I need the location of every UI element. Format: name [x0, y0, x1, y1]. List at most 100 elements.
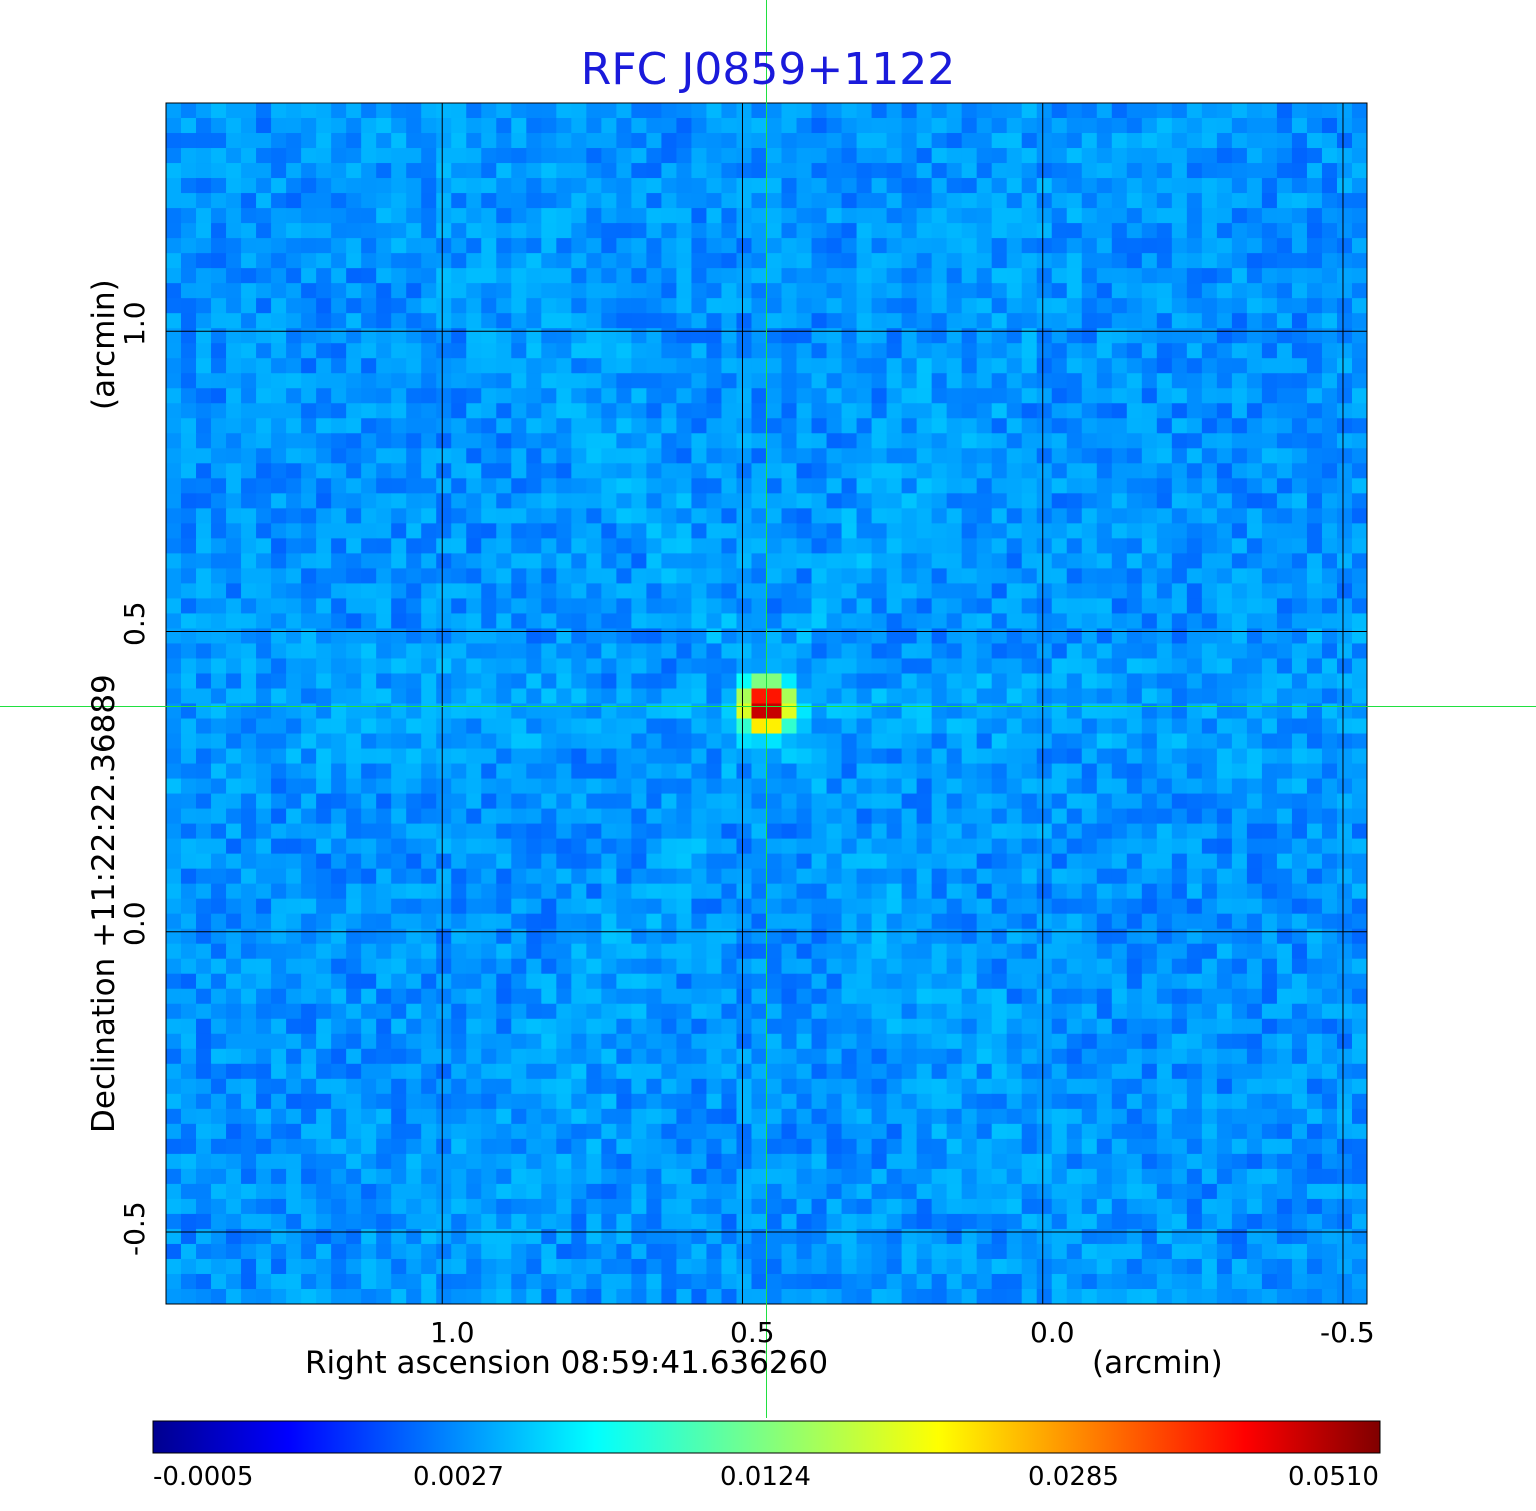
- image-pixel: [376, 838, 392, 855]
- image-pixel: [976, 838, 993, 855]
- image-pixel: [1006, 733, 1023, 750]
- image-pixel: [1081, 238, 1098, 254]
- image-pixel: [526, 1003, 542, 1020]
- image-pixel: [1171, 358, 1188, 374]
- image-pixel: [1261, 238, 1278, 254]
- image-pixel: [586, 238, 602, 254]
- image-pixel: [511, 703, 527, 720]
- image-pixel: [916, 103, 933, 119]
- image-pixel: [751, 853, 768, 870]
- image-pixel: [541, 658, 557, 675]
- image-pixel: [811, 793, 828, 810]
- image-pixel: [1201, 898, 1218, 915]
- image-pixel: [361, 118, 377, 134]
- image-pixel: [1261, 778, 1278, 795]
- image-pixel: [961, 748, 978, 765]
- image-pixel: [811, 853, 828, 870]
- image-pixel: [946, 763, 963, 780]
- image-pixel: [931, 703, 948, 720]
- image-pixel: [1231, 613, 1248, 630]
- image-pixel: [1186, 133, 1203, 149]
- image-pixel: [1021, 388, 1038, 404]
- image-pixel: [1021, 778, 1038, 795]
- image-pixel: [736, 133, 753, 149]
- image-pixel: [166, 838, 182, 855]
- image-pixel: [1186, 1018, 1203, 1035]
- image-pixel: [1306, 628, 1323, 645]
- image-pixel: [886, 163, 903, 179]
- image-pixel: [196, 583, 212, 600]
- image-pixel: [211, 568, 227, 584]
- image-pixel: [496, 793, 512, 810]
- image-pixel: [1336, 448, 1353, 464]
- image-pixel: [1036, 733, 1053, 750]
- image-pixel: [1066, 163, 1083, 179]
- image-pixel: [1021, 793, 1038, 810]
- image-pixel: [991, 493, 1008, 509]
- image-pixel: [556, 298, 572, 314]
- image-pixel: [316, 883, 332, 900]
- image-pixel: [691, 208, 708, 224]
- image-pixel: [1351, 343, 1367, 359]
- image-pixel: [601, 448, 617, 464]
- image-pixel: [271, 493, 287, 509]
- image-pixel: [751, 583, 768, 600]
- image-pixel: [226, 163, 242, 179]
- image-pixel: [1126, 568, 1143, 584]
- image-pixel: [976, 583, 993, 600]
- image-pixel: [496, 253, 512, 269]
- image-pixel: [421, 553, 437, 569]
- image-pixel: [316, 418, 332, 434]
- image-pixel: [361, 598, 377, 615]
- image-pixel: [1171, 733, 1188, 750]
- image-pixel: [1156, 418, 1173, 434]
- image-pixel: [616, 418, 632, 434]
- image-pixel: [661, 418, 678, 434]
- image-pixel: [1156, 883, 1173, 900]
- image-pixel: [391, 478, 407, 494]
- image-pixel: [991, 403, 1008, 419]
- image-pixel: [586, 1033, 602, 1050]
- image-pixel: [481, 148, 497, 164]
- image-pixel: [181, 733, 197, 750]
- image-pixel: [1171, 793, 1188, 810]
- image-pixel: [286, 748, 302, 765]
- image-pixel: [331, 133, 347, 149]
- image-pixel: [406, 583, 422, 600]
- image-pixel: [1036, 823, 1053, 840]
- image-pixel: [316, 628, 332, 645]
- image-pixel: [646, 373, 663, 389]
- image-pixel: [286, 658, 302, 675]
- image-pixel: [181, 883, 197, 900]
- image-pixel: [271, 298, 287, 314]
- image-pixel: [496, 283, 512, 299]
- image-pixel: [931, 793, 948, 810]
- image-pixel: [631, 703, 647, 720]
- image-pixel: [616, 343, 632, 359]
- image-pixel: [1021, 943, 1038, 960]
- image-pixel: [781, 283, 798, 299]
- image-pixel: [1126, 163, 1143, 179]
- image-pixel: [376, 703, 392, 720]
- image-pixel: [1096, 853, 1113, 870]
- image-pixel: [481, 448, 497, 464]
- image-pixel: [256, 463, 272, 479]
- image-pixel: [1351, 973, 1367, 990]
- image-pixel: [781, 238, 798, 254]
- image-pixel: [1231, 583, 1248, 600]
- image-pixel: [496, 313, 512, 329]
- image-pixel: [481, 583, 497, 600]
- image-pixel: [1096, 958, 1113, 975]
- image-pixel: [796, 148, 813, 164]
- image-pixel: [811, 763, 828, 780]
- image-pixel: [1261, 943, 1278, 960]
- image-pixel: [301, 268, 317, 284]
- image-pixel: [301, 718, 317, 735]
- image-pixel: [1306, 568, 1323, 584]
- image-pixel: [1246, 853, 1263, 870]
- image-pixel: [601, 898, 617, 915]
- image-pixel: [1306, 658, 1323, 675]
- image-pixel: [1201, 943, 1218, 960]
- image-pixel: [1171, 508, 1188, 524]
- image-pixel: [916, 523, 933, 539]
